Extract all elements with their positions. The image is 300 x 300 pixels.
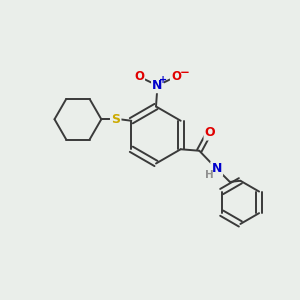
Text: H: H [205, 170, 213, 180]
Text: S: S [111, 113, 120, 126]
Text: O: O [171, 70, 181, 83]
Text: O: O [134, 70, 144, 83]
Text: N: N [212, 162, 222, 175]
Text: O: O [205, 126, 215, 139]
Text: −: − [180, 66, 189, 80]
Text: N: N [152, 79, 163, 92]
Text: +: + [159, 75, 167, 85]
